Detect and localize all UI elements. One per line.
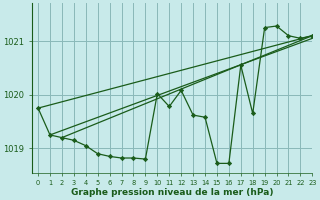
X-axis label: Graphe pression niveau de la mer (hPa): Graphe pression niveau de la mer (hPa) [71,188,274,197]
